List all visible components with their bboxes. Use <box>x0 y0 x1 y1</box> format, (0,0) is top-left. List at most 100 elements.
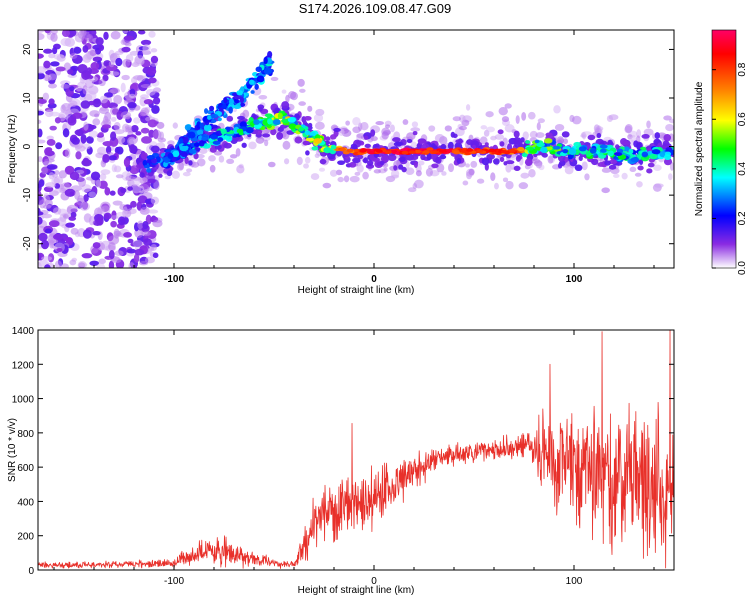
ridge-blob <box>540 146 548 153</box>
halo-blob <box>668 173 673 181</box>
fringe-blob <box>294 136 303 144</box>
ridge-blob <box>628 148 634 154</box>
noise-blob <box>92 231 101 236</box>
halo-blob <box>515 115 520 124</box>
noise-blob <box>92 242 101 249</box>
halo-blob <box>537 118 545 124</box>
halo-blob <box>267 161 276 168</box>
ridge-blob <box>453 150 461 155</box>
fringe-blob <box>654 132 661 139</box>
halo-blob <box>584 173 590 181</box>
noise-blob <box>100 169 111 175</box>
halo-blob <box>522 131 529 140</box>
noise-blob <box>80 100 91 109</box>
fringe-blob <box>281 101 290 109</box>
noise-blob <box>99 173 107 181</box>
noise-blob <box>45 182 56 189</box>
noise-blob <box>137 220 144 230</box>
noise-blob <box>69 171 80 181</box>
ridge-blob <box>277 112 283 120</box>
fringe-blob <box>139 172 145 178</box>
halo-blob <box>282 140 291 150</box>
noise-blob <box>120 111 132 119</box>
ridge-blob <box>305 137 315 142</box>
fringe-blob <box>364 143 371 149</box>
fringe-blob <box>406 138 413 144</box>
halo-blob <box>470 160 478 168</box>
ridge-blob <box>616 148 624 154</box>
halo-blob <box>303 163 309 169</box>
halo-blob <box>505 164 512 173</box>
noise-blob <box>48 172 55 180</box>
halo-blob <box>601 167 612 173</box>
halo-blob <box>186 168 193 173</box>
fringe-blob <box>349 161 357 168</box>
fringe-blob <box>305 150 310 156</box>
spectrogram-ylabel: Frequency (Hz) <box>7 115 18 184</box>
noise-blob <box>86 136 94 144</box>
halo-blob <box>613 173 620 178</box>
noise-blob <box>113 230 122 237</box>
halo-blob <box>414 179 424 189</box>
noise-blob <box>123 232 132 238</box>
noise-blob <box>74 190 81 200</box>
halo-blob <box>310 173 320 181</box>
noise-blob <box>147 119 158 128</box>
halo-blob <box>354 171 361 176</box>
noise-blob <box>121 46 131 53</box>
noise-blob <box>139 94 149 100</box>
fringe-blob <box>481 157 490 166</box>
halo-blob <box>509 155 517 161</box>
fringe-blob <box>392 137 401 143</box>
noise-blob <box>55 142 63 150</box>
branch-blob <box>254 83 259 90</box>
halo-blob <box>458 114 466 123</box>
noise-blob <box>38 262 42 268</box>
halo-blob <box>521 111 527 121</box>
ridge-blob <box>281 118 290 124</box>
noise-blob <box>113 129 125 135</box>
snr-xtick-label: -100 <box>164 576 184 587</box>
ridge-blob <box>585 150 592 157</box>
ridge-blob <box>179 145 189 152</box>
halo-blob <box>337 176 345 183</box>
fringe-blob <box>608 164 617 170</box>
noise-blob <box>92 118 101 126</box>
halo-blob <box>505 180 514 190</box>
noise-blob <box>66 204 78 215</box>
noise-blob <box>108 235 120 245</box>
noise-blob <box>110 131 117 141</box>
noise-blob <box>63 213 69 220</box>
halo-blob <box>314 153 320 158</box>
ridge-blob <box>599 144 608 149</box>
ridge-blob <box>220 128 227 135</box>
noise-blob <box>38 128 43 138</box>
noise-blob <box>95 152 105 159</box>
branch-blob <box>218 107 224 112</box>
fringe-blob <box>399 156 406 163</box>
noise-blob <box>44 73 50 82</box>
noise-blob <box>98 44 105 52</box>
noise-blob <box>49 111 60 117</box>
halo-blob <box>528 169 536 178</box>
noise-blob <box>120 82 126 93</box>
noise-blob <box>85 78 95 89</box>
halo-blob <box>417 160 425 166</box>
spectrogram-marks <box>38 30 674 268</box>
branch-blob <box>184 124 191 131</box>
halo-blob <box>646 120 651 129</box>
noise-blob <box>90 171 101 181</box>
branch-blob <box>209 105 215 112</box>
noise-blob <box>113 165 122 173</box>
branch-blob <box>203 124 212 132</box>
fringe-blob <box>505 160 515 165</box>
noise-blob <box>128 262 135 268</box>
halo-blob <box>411 121 419 128</box>
halo-blob <box>296 156 303 166</box>
noise-blob <box>131 124 139 133</box>
ridge-blob <box>264 113 273 118</box>
noise-blob <box>41 166 48 175</box>
fringe-blob <box>237 115 245 120</box>
noise-blob <box>90 62 100 70</box>
